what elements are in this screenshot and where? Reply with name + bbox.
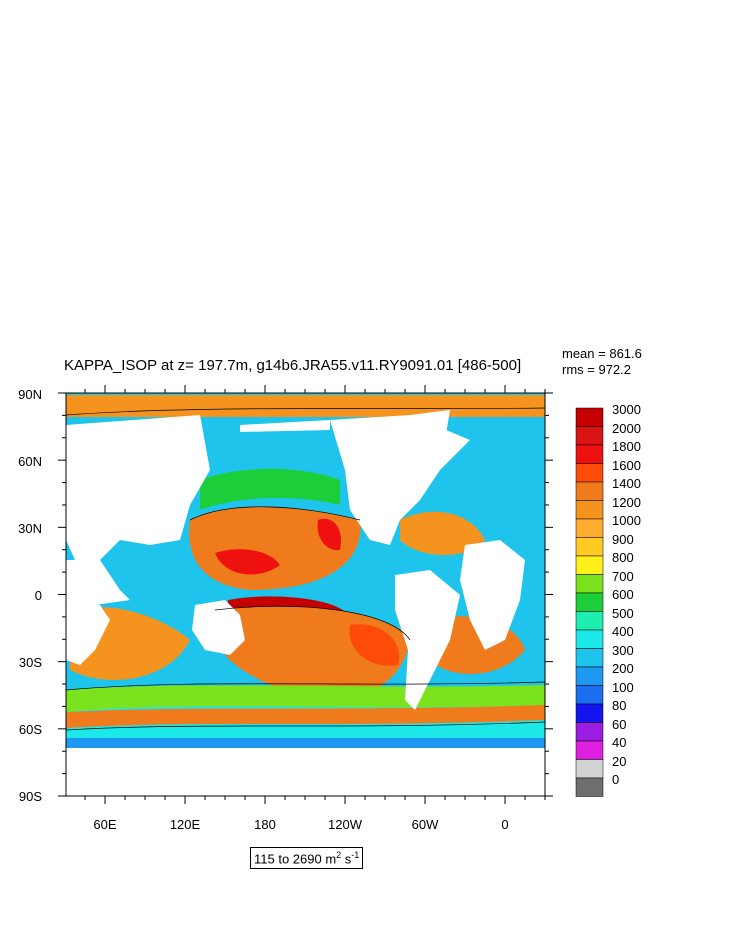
statistics-panel: mean = 861.6 rms = 972.2 bbox=[562, 346, 642, 378]
lon-label-60e: 60E bbox=[93, 817, 117, 832]
arctic-band bbox=[66, 395, 545, 417]
colorbar-label: 500 bbox=[612, 605, 634, 621]
units-exp2: -1 bbox=[351, 850, 360, 860]
antarctic-margin bbox=[66, 738, 545, 748]
colorbar-swatch bbox=[575, 685, 604, 705]
lon-label-120e: 120E bbox=[169, 817, 201, 832]
colorbar-swatch bbox=[575, 648, 604, 668]
axis-ticks bbox=[58, 385, 553, 804]
lat-label-0: 0 bbox=[34, 588, 42, 603]
lat-label-60s: 60S bbox=[18, 722, 42, 737]
units-exp1: 2 bbox=[336, 850, 342, 860]
colorbar bbox=[575, 407, 604, 797]
colorbar-label: 1800 bbox=[612, 439, 641, 454]
colorbar-swatch bbox=[575, 537, 604, 557]
lat-label-90n: 90N bbox=[18, 387, 42, 402]
colorbar-swatch bbox=[575, 481, 604, 501]
colorbar-swatch bbox=[575, 518, 604, 538]
colorbar-swatch bbox=[575, 629, 604, 649]
colorbar-swatch bbox=[575, 463, 604, 483]
contour-line bbox=[66, 681, 545, 691]
lon-label-0: 0 bbox=[501, 817, 509, 832]
colorbar-label: 700 bbox=[612, 568, 634, 584]
lon-label-60w: 60W bbox=[411, 817, 439, 832]
colorbar-label: 800 bbox=[612, 550, 634, 565]
colorbar-label: 100 bbox=[612, 679, 634, 695]
colorbar-swatch bbox=[575, 722, 604, 742]
north-pacific-subpolar bbox=[200, 468, 340, 510]
lat-label-30s: 30S bbox=[18, 655, 42, 670]
land-eurasia bbox=[66, 415, 210, 560]
acc-orange-band bbox=[66, 705, 545, 728]
colorbar-swatch bbox=[575, 574, 604, 594]
colorbar-swatch bbox=[575, 500, 604, 520]
chart-title: KAPPA_ISOP at z= 197.7m, g14b6.JRA55.v11… bbox=[64, 357, 522, 374]
contour-line bbox=[66, 721, 545, 731]
north-atlantic-gyre bbox=[400, 511, 485, 555]
lat-label-30n: 30N bbox=[18, 521, 42, 536]
ocean-field bbox=[66, 393, 545, 796]
lon-label-120w: 120W bbox=[328, 817, 362, 832]
lat-label-90s: 90S bbox=[18, 789, 42, 804]
colorbar-swatch bbox=[575, 592, 604, 612]
colorbar-swatch bbox=[575, 611, 604, 631]
colorbar-swatch bbox=[575, 740, 604, 760]
colorbar-swatch bbox=[575, 426, 604, 446]
colorbar-swatch bbox=[575, 407, 604, 427]
colorbar-label: 1600 bbox=[612, 457, 641, 473]
units-mid: s bbox=[341, 851, 352, 867]
contour-line bbox=[66, 407, 545, 416]
rms-stat: rms = 972.2 bbox=[562, 362, 632, 377]
colorbar-label: 60 bbox=[612, 716, 627, 732]
land-greenland bbox=[410, 410, 450, 455]
colorbar-swatch bbox=[575, 444, 604, 464]
colorbar-label: 0 bbox=[612, 772, 620, 787]
colorbar-swatch bbox=[575, 555, 604, 575]
contour-line bbox=[214, 605, 411, 641]
colorbar-swatch bbox=[575, 777, 604, 797]
colorbar-label: 80 bbox=[612, 698, 627, 713]
south-pacific-core bbox=[349, 624, 400, 666]
land-africa-east bbox=[460, 540, 525, 650]
mean-stat: mean = 861.6 bbox=[562, 346, 642, 361]
land-south-america bbox=[395, 570, 460, 710]
colorbar-label: 900 bbox=[612, 531, 634, 547]
land-australia bbox=[192, 600, 245, 655]
units-prefix: 115 to 2690 m bbox=[254, 851, 337, 867]
land-arctic-islands bbox=[240, 420, 330, 432]
lon-label-180: 180 bbox=[254, 817, 276, 832]
land-africa bbox=[66, 600, 110, 665]
colorbar-label: 400 bbox=[612, 624, 634, 639]
land-india-arabia bbox=[66, 560, 130, 605]
lat-label-60n: 60N bbox=[18, 454, 42, 469]
contour-line bbox=[189, 506, 361, 521]
units-label: 115 to 2690 m2 s-1 bbox=[250, 847, 364, 870]
colorbar-label: 200 bbox=[612, 661, 634, 676]
colorbar-swatch bbox=[575, 666, 604, 686]
colorbar-label: 40 bbox=[612, 735, 627, 750]
colorbar-label: 2000 bbox=[612, 420, 641, 436]
colorbar-label: 600 bbox=[612, 587, 634, 602]
colorbar-label: 1200 bbox=[612, 494, 641, 510]
colorbar-label: 1400 bbox=[612, 476, 641, 491]
colorbar-swatch bbox=[575, 759, 604, 779]
land-antarctica bbox=[66, 748, 545, 796]
colorbar-label: 3000 bbox=[612, 402, 641, 417]
colorbar-label: 300 bbox=[612, 642, 634, 658]
north-pacific-core-east bbox=[317, 518, 341, 551]
colorbar-label: 1000 bbox=[612, 513, 641, 528]
acc-green-band bbox=[66, 685, 545, 712]
colorbar-label: 20 bbox=[612, 753, 627, 769]
north-pacific-core bbox=[215, 549, 280, 575]
colorbar-swatch bbox=[575, 703, 604, 723]
